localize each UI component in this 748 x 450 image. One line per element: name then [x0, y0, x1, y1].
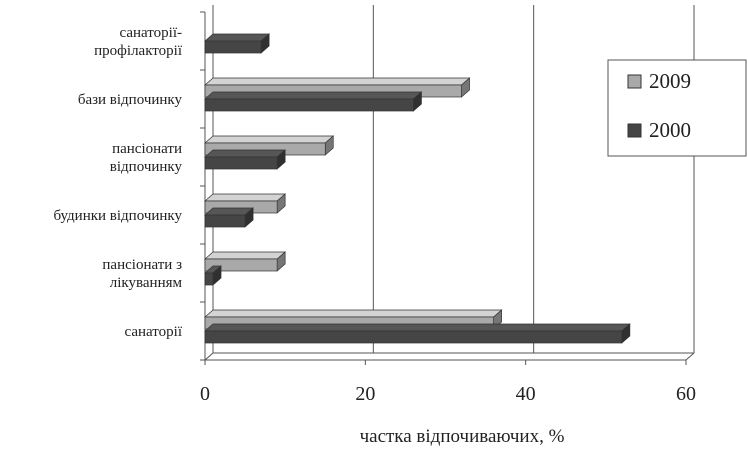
bar-2009-2-top [204, 135, 335, 144]
category-label-5: санаторії [125, 324, 183, 340]
bar-2000-0 [204, 40, 262, 54]
bar-2000-3 [204, 214, 246, 228]
category-label-0: санаторії-профілакторії [94, 25, 183, 59]
bar-2009-4 [204, 258, 278, 272]
category-label-line: будинки відпочинку [53, 208, 182, 224]
bars [204, 33, 631, 344]
bar-2009-5-top [204, 309, 503, 318]
category-label-line: відпочинку [110, 159, 183, 175]
bar-2000-5-top [204, 323, 631, 332]
gridlines [372, 5, 695, 353]
legend-label-2009: 2009 [649, 69, 691, 93]
x-tick-label: 60 [676, 383, 696, 405]
category-label-2: пансіонати відпочинку [110, 141, 183, 175]
legend: 2009 2000 [607, 59, 747, 157]
category-label-4: пансіонати з лікуванням [102, 257, 182, 291]
x-axis-title: частка відпочиваючих, % [360, 426, 565, 447]
x-tick-label: 40 [516, 383, 536, 405]
bar-2000-2 [204, 156, 278, 170]
category-label-3: будинки відпочинку [53, 208, 182, 224]
legend-swatch-2009 [627, 74, 642, 89]
legend-swatch-2000 [627, 123, 642, 138]
bar-2000-2-top [204, 149, 287, 158]
category-label-line: санаторії- [120, 25, 182, 41]
floor-right-edge [685, 352, 695, 361]
bar-2000-0-top [204, 33, 271, 42]
floor-left-edge [204, 352, 214, 361]
x-tick-label: 0 [200, 383, 210, 405]
bar-2009-3-top [204, 193, 287, 202]
category-label-line: пансіонати з [102, 257, 182, 273]
legend-label-2000: 2000 [649, 118, 691, 142]
bar-2000-5 [204, 330, 623, 344]
category-label-line: бази відпочинку [78, 92, 183, 108]
bar-2000-1 [204, 98, 414, 112]
bar-2000-1-top [204, 91, 423, 100]
x-tick-labels: 0 20 40 60 [200, 383, 696, 405]
bar-2009-4-top [204, 251, 287, 260]
category-label-line: пансіонати [112, 141, 182, 157]
category-labels: санаторії-профілакторії бази відпочинку па… [53, 25, 182, 340]
category-label-1: бази відпочинку [78, 92, 183, 108]
category-label-line: профілакторії [94, 43, 183, 59]
bar-2009-1-top [204, 77, 471, 86]
category-label-line: лікуванням [110, 275, 183, 291]
bar-2000-4 [204, 272, 214, 286]
x-tick-label: 20 [355, 383, 375, 405]
axes [200, 5, 695, 365]
category-label-line: санаторії [125, 324, 183, 340]
